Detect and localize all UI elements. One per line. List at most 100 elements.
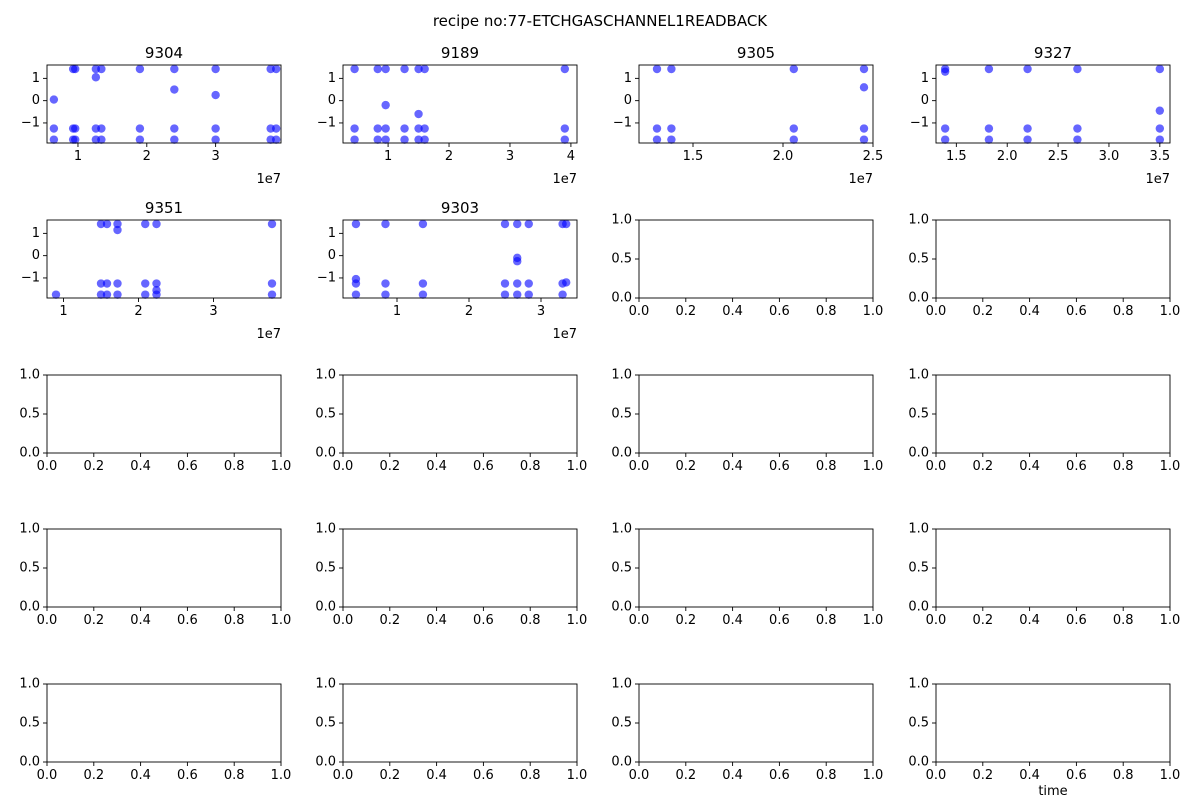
data-point [97,135,106,144]
x-tick-label: 2 [445,149,453,164]
data-point [1023,135,1032,144]
x-tick-label: 1.0 [863,304,884,319]
x-tick-label: 2.0 [773,149,794,164]
x-tick-label: 1.0 [863,459,884,474]
x-tick-label: 0.4 [426,768,447,783]
y-tick-label: 0.0 [908,291,929,306]
data-point [267,290,277,299]
subplot-10: 0.0 0.2 0.4 0.6 0.8 1.0 0.0 0.5 1.0 [315,368,587,475]
x-tick-label: 1.5 [946,149,967,164]
y-tick-label: 0.0 [19,755,40,770]
x-axis-label: time [1038,784,1067,799]
data-point [373,135,382,144]
data-point [71,124,80,133]
data-point [141,279,150,288]
x-tick-label: 0.4 [1019,613,1040,628]
data-point [267,219,277,229]
data-point [558,290,567,299]
data-point [652,124,662,133]
data-point [102,279,112,288]
x-tick-label: 0.8 [816,768,837,783]
y-tick-label: 1.0 [315,522,336,537]
subplot-title: 9189 [441,44,479,62]
data-point [513,279,522,288]
y-tick-label: −1 [317,115,336,130]
data-point [524,219,533,229]
data-point [418,279,428,288]
y-tick-label: 0.0 [315,446,336,461]
data-point [271,64,281,74]
data-point [381,64,390,74]
axes-frame [46,374,282,454]
x-tick-label: 1 [59,304,67,319]
y-tick-label: 1.0 [908,522,929,537]
x-tick-label: 0.4 [722,768,743,783]
data-point [1155,64,1165,74]
data-point [49,124,59,133]
y-tick-label: 1.0 [611,213,632,228]
x-tick-label: 0.4 [722,459,743,474]
y-tick-label: 0 [328,248,336,263]
x-tick-label: 2.5 [863,149,884,164]
data-point [152,286,161,295]
data-point [1023,124,1032,133]
axes-frame [46,683,282,763]
x-tick-label: 0.8 [816,459,837,474]
subplot-title: 9327 [1034,44,1072,62]
axes-frame [935,374,1171,454]
x-offset-label: 1e7 [1145,172,1170,187]
data-point [135,135,145,144]
x-tick-label: 3 [211,149,219,164]
data-point [71,135,80,144]
y-tick-label: 1 [624,71,632,86]
x-tick-label: 0.2 [972,304,993,319]
y-tick-label: 1.0 [611,522,632,537]
y-tick-label: 0.0 [611,755,632,770]
y-tick-label: 1.0 [19,368,40,383]
data-point [135,124,145,133]
data-point [1073,124,1082,133]
x-tick-label: 0.6 [177,768,198,783]
data-point [96,290,106,299]
y-tick-label: 0.0 [908,755,929,770]
x-tick-label: 0.2 [379,613,400,628]
x-tick-label: 0.6 [177,459,198,474]
subplot-6: 1 2 3 1 0 −1 9303 1e7 [317,199,578,342]
data-point [97,64,106,74]
x-tick-label: 0.8 [1113,613,1134,628]
x-tick-label: 0.6 [473,768,494,783]
data-point [381,219,390,229]
data-point [381,279,390,288]
x-tick-label: 0.4 [1019,304,1040,319]
x-tick-label: 1.0 [567,459,588,474]
data-point [859,124,869,133]
data-point [500,219,510,229]
y-tick-label: 1.0 [908,213,929,228]
x-tick-label: 1.0 [271,613,292,628]
axes-frame [46,528,282,608]
data-point [152,279,161,288]
x-tick-label: 0.4 [426,613,447,628]
y-tick-label: 1.0 [315,368,336,383]
x-tick-label: 1.0 [1160,459,1181,474]
data-point [859,135,869,144]
data-point [984,64,994,74]
x-tick-label: 1.0 [1160,768,1181,783]
x-tick-label: 0.6 [473,613,494,628]
data-point [667,124,676,133]
data-point [211,90,220,100]
y-tick-label: 0.5 [908,407,929,422]
data-point [562,219,571,229]
subplot-17: 0.0 0.2 0.4 0.6 0.8 1.0 0.0 0.5 1.0 [19,677,291,784]
data-point [1155,106,1165,115]
x-tick-label: 0.6 [1066,304,1087,319]
axes-frame [342,528,578,608]
data-point [102,219,112,229]
data-point [418,219,428,229]
data-point [652,135,662,144]
x-tick-label: 1.0 [863,768,884,783]
data-point [652,64,662,74]
y-tick-label: 0 [328,93,336,108]
x-tick-label: 0.8 [520,459,541,474]
x-tick-label: 1.0 [863,613,884,628]
